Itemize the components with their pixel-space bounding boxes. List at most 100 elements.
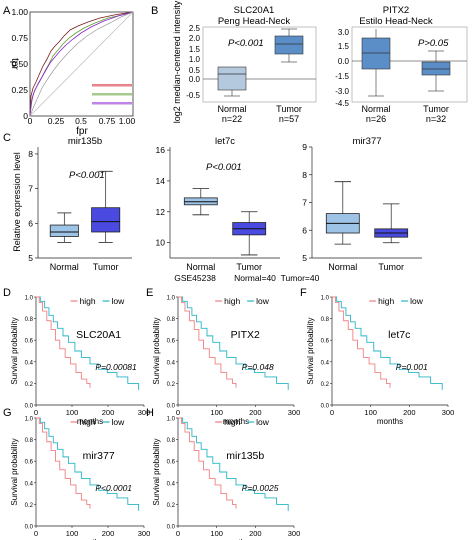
pitx2-n-tumor: n=32 <box>426 114 446 124</box>
svg-text:0.75: 0.75 <box>11 33 28 43</box>
km-ytick-label: 0.2 <box>25 382 34 388</box>
pitx2-box-tumor <box>421 50 451 92</box>
c-plot-mir377: mir377 5 6 7 8 9 Normal Tumor <box>302 136 422 272</box>
c-group-label: Normal <box>186 262 215 272</box>
km-curve-high <box>178 417 237 509</box>
km-ytick-label: 0.2 <box>25 503 34 509</box>
km-ytick-label: 0.0 <box>167 525 176 531</box>
km-gene-label: mir135b <box>226 450 264 462</box>
km-ytick-label: 0.4 <box>25 360 34 366</box>
km-pitx2: 0.00.20.40.60.81.00 100 200 300monthsSurviv… <box>152 296 300 427</box>
km-legend-high: high <box>80 417 96 427</box>
mir135b-pvalue: P<0.001 <box>69 170 105 181</box>
km-let7c: 0.0 0.2 0.4 0.6 0.8 1.0 0 100 200 300 months Surviv… <box>306 296 454 427</box>
c-group-label: Tumor <box>378 262 404 272</box>
slc20a1-n-normal: n=22 <box>222 114 242 124</box>
km-ytick-label: 0.0 <box>25 525 34 531</box>
km-ytick-label: 0.4 <box>167 481 176 487</box>
km-pvalue: P=0.001 <box>396 362 428 372</box>
km-ytick-label: 1.0 <box>167 296 176 302</box>
c-title-2: mir377 <box>352 136 381 147</box>
c-ytick-label: 5 <box>28 253 33 263</box>
km-ytick-label: 0.6 <box>25 339 34 345</box>
pitx2-subtitle: Estilo Head-Neck <box>359 16 433 27</box>
panel-letter-d: D <box>3 287 11 299</box>
roc-xlabel: fpr <box>76 126 88 137</box>
svg-text:-1.5: -1.5 <box>335 72 349 81</box>
km-legend-high: high <box>224 296 240 306</box>
slc20a1-group-tumor: Tumor <box>276 104 302 114</box>
svg-text:-0.5: -0.5 <box>186 91 200 100</box>
km-ytick-label: 0.6 <box>167 339 176 345</box>
c-ytick-label: 12 <box>156 207 166 217</box>
km-legend-low: low <box>256 296 270 306</box>
svg-text:3.0: 3.0 <box>338 28 350 37</box>
km-xlabel: months <box>223 538 249 540</box>
km-curve-low <box>36 296 140 390</box>
svg-text:0: 0 <box>23 111 28 121</box>
svg-text:0.50: 0.50 <box>11 59 28 69</box>
roc-curve-4 <box>29 11 134 117</box>
c-ytick-label: 7 <box>302 198 307 208</box>
km-ytick-label: 0.4 <box>167 360 176 366</box>
km-xtick-label: 200 <box>403 408 416 417</box>
km-ytick-label: 0.6 <box>321 339 330 345</box>
c-group-label: Tumor <box>93 262 119 272</box>
km-ytick-label: 0.2 <box>321 382 330 388</box>
svg-text:0.25: 0.25 <box>48 116 65 126</box>
panel-letter-c: C <box>3 132 11 144</box>
km-gene-label: mir377 <box>83 450 115 462</box>
km-xtick-label: 100 <box>364 408 377 417</box>
km-ytick-label: 0.8 <box>167 317 176 323</box>
roc-ylabel: tpr <box>9 58 20 70</box>
panel-letter-a: A <box>3 5 11 17</box>
slc20a1-pvalue: P<0.001 <box>228 38 264 49</box>
km-xlabel: months <box>377 417 403 426</box>
km-xtick-label: 100 <box>210 408 223 417</box>
km-ytick-label: 0.8 <box>25 438 34 444</box>
km-ytick-label: 0.8 <box>25 317 34 323</box>
km-xtick-label: 300 <box>288 408 301 417</box>
slc20a1-n-tumor: n=57 <box>279 114 299 124</box>
svg-text:0: 0 <box>28 116 33 126</box>
km-gene-label: let7c <box>388 329 410 341</box>
c-ytick-label: 9 <box>302 142 307 152</box>
km-gene-label: SLC20A1 <box>76 329 121 341</box>
c-ytick-label: 16 <box>156 145 166 155</box>
km-curve-high <box>36 296 91 388</box>
km-xtick-label: 0 <box>176 408 180 417</box>
panel-letter-e: E <box>146 287 153 299</box>
km-slc20a1: 0.00.20.40.60.81.00 100 200 300monthsSurviv… <box>10 296 150 427</box>
km-xlabel: months <box>77 538 103 540</box>
km-xlabel: months <box>223 417 249 426</box>
km-legend-low: low <box>256 417 270 427</box>
km-xtick-label: 0 <box>176 529 180 538</box>
slc20a1-plot-area <box>202 26 317 103</box>
c-box <box>49 224 79 237</box>
km-curve-low <box>332 296 443 390</box>
svg-text:-3.0: -3.0 <box>335 87 349 96</box>
km-ytick-label: 1.0 <box>167 417 176 423</box>
c-ytick-label: 8 <box>302 170 307 180</box>
km-ytick-label: 0.8 <box>321 317 330 323</box>
km-xtick-label: 0 <box>330 408 334 417</box>
roc-frame <box>29 11 134 117</box>
c-group-label: Normal <box>50 262 79 272</box>
let7c-tumor-n: Tumor=40 <box>281 273 320 283</box>
pitx2-box-normal <box>361 29 391 97</box>
c-group-label: Normal <box>328 262 357 272</box>
km-pvalue: P=0.00081 <box>95 362 137 372</box>
c-ytick-label: 10 <box>156 238 166 248</box>
panel-c-ylabel: Relative expression level <box>12 152 22 252</box>
c-plot-let7c: let7c 10 12 14 16 Normal Tumor <box>156 136 280 272</box>
slc20a1-box-normal <box>217 66 247 97</box>
km-xtick-label: 300 <box>288 529 301 538</box>
roc-curve-1 <box>29 11 134 117</box>
c-ytick-label: 6 <box>302 225 307 235</box>
km-xtick-label: 100 <box>66 529 79 538</box>
km-curve-low <box>36 417 140 511</box>
km-curve-low <box>178 417 289 511</box>
c-box <box>91 207 121 233</box>
svg-text:0.5: 0.5 <box>75 116 87 126</box>
svg-text:0.0: 0.0 <box>189 75 201 84</box>
